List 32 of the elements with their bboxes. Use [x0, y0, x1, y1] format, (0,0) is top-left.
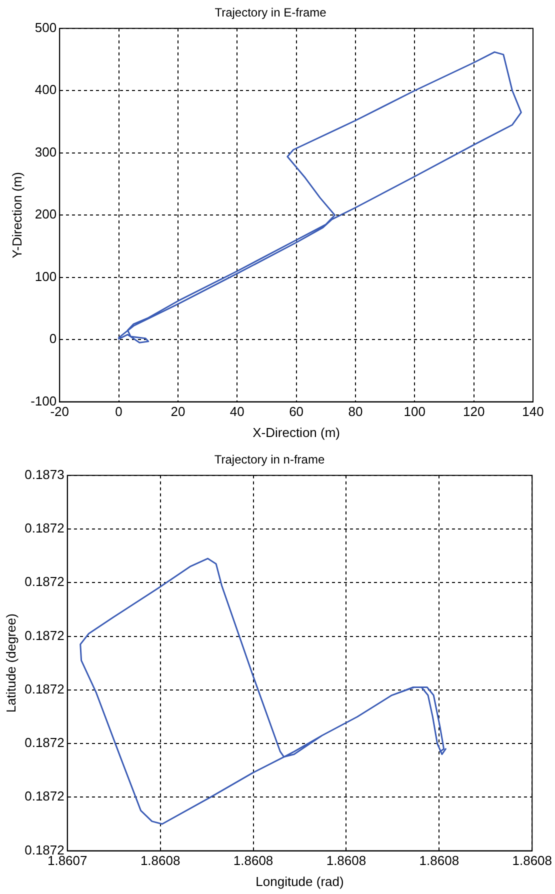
x-tick-label: 60: [289, 404, 304, 420]
x-tick-label: 1.8608: [419, 853, 460, 868]
x-tick-label: 1.8608: [140, 853, 180, 868]
y-tick-label: 100: [34, 268, 57, 284]
x-tick-label: 1.8608: [512, 853, 552, 868]
y-tick-label: 400: [34, 82, 57, 98]
y-tick-label: 0.1872: [24, 735, 64, 750]
x-tick-label: 80: [348, 404, 363, 420]
y-tick-label: 300: [34, 144, 57, 160]
y-axis-title: Latitude (degree): [3, 614, 18, 713]
x-tick-label: 1.8608: [326, 853, 366, 868]
x-tick-label: 0: [115, 404, 122, 420]
chart-title: Trajectory in n-frame: [214, 452, 325, 467]
chart-title: Trajectory in E-frame: [214, 6, 327, 20]
y-tick-label: 0: [49, 331, 57, 346]
y-tick-label: 0.1873: [24, 466, 64, 482]
y-tick-label: 0.1872: [24, 788, 64, 804]
x-tick-label: 140: [522, 404, 544, 420]
y-tick-label: 500: [34, 20, 57, 35]
y-tick-label: 0.1872: [24, 520, 64, 536]
x-tick-label: 1.8608: [233, 853, 274, 868]
x-tick-label: 40: [230, 404, 244, 420]
x-axis-title: X-Direction (m): [252, 424, 340, 440]
x-axis-title: Longitude (rad): [256, 874, 344, 889]
y-tick-label: 200: [34, 206, 57, 222]
x-tick-label: 20: [170, 404, 186, 420]
y-tick-label: 0.1872: [24, 574, 64, 590]
y-axis-title: Y-Direction (m): [9, 172, 24, 258]
x-tick-label: 100: [404, 404, 426, 420]
y-tick-label: 0.1872: [24, 628, 64, 643]
x-tick-label: 120: [462, 404, 485, 420]
y-tick-label: 0.1872: [24, 681, 64, 696]
